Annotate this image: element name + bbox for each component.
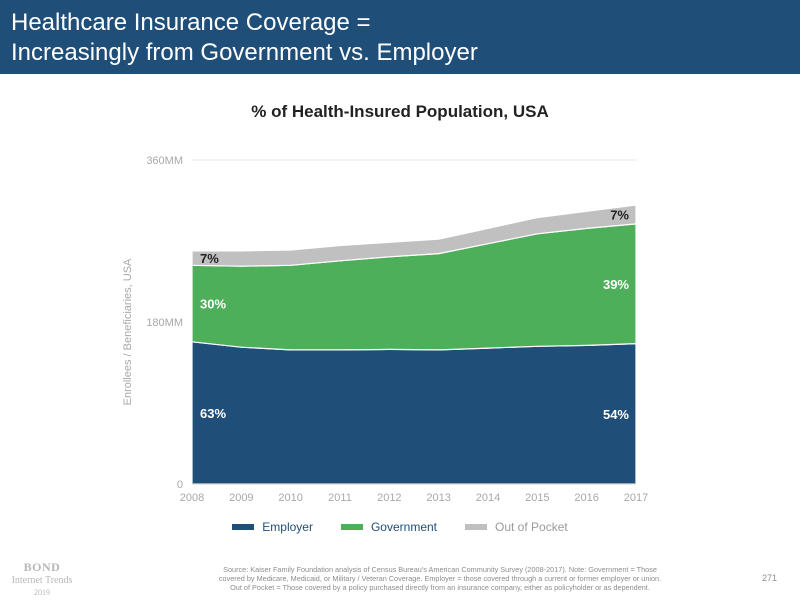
data-label-government-2008: 30% xyxy=(200,297,226,312)
source-line-2: covered by Medicare, Medicaid, or Milita… xyxy=(218,574,662,583)
y-tick-label-0: 0 xyxy=(177,479,183,491)
source-line-3: Out of Pocket = Those covered by a polic… xyxy=(230,583,650,592)
area-out-of-pocket xyxy=(191,204,637,267)
source-line-1: Source: Kaiser Family Foundation analysi… xyxy=(223,565,657,574)
data-label-employer-2008: 63% xyxy=(200,406,226,421)
slide-header: Healthcare Insurance Coverage = Increasi… xyxy=(0,0,800,74)
x-tick-label-2014: 2014 xyxy=(476,492,500,504)
x-tick-label-2011: 2011 xyxy=(328,492,352,504)
area-employer xyxy=(191,341,637,485)
legend-item-employer: Employer xyxy=(232,520,313,534)
legend-item-government: Government xyxy=(340,520,437,534)
logo-brand: BOND xyxy=(23,560,61,574)
data-label-employer-2017: 54% xyxy=(603,407,629,422)
data-label-out-of-pocket-2017: 7% xyxy=(610,207,629,222)
legend-label-government: Government xyxy=(370,520,437,534)
page-number: 271 xyxy=(762,573,778,583)
y-tick-label-180mm: 180MM xyxy=(146,317,183,329)
slide-title-line-1: Healthcare Insurance Coverage = xyxy=(11,9,371,36)
bond-logo: BOND Internet Trends 2019 xyxy=(0,560,84,598)
source-note: Source: Kaiser Family Foundation analysi… xyxy=(190,565,690,592)
y-tick-label-360mm: 360MM xyxy=(146,155,183,167)
x-tick-label-2012: 2012 xyxy=(377,492,401,504)
data-label-government-2017: 39% xyxy=(603,277,629,292)
x-tick-label-2016: 2016 xyxy=(574,492,598,504)
slide-title-line-2: Increasingly from Government vs. Employe… xyxy=(11,39,478,66)
x-tick-label-2015: 2015 xyxy=(525,492,549,504)
legend-swatch-government xyxy=(340,524,363,530)
x-tick-label-2008: 2008 xyxy=(180,492,204,504)
x-tick-label-2017: 2017 xyxy=(624,492,648,504)
legend-swatch-employer xyxy=(232,524,255,530)
slide-title: Healthcare Insurance Coverage = Increasi… xyxy=(11,8,478,68)
legend-swatch-out-of-pocket xyxy=(465,524,487,530)
x-tick-label-2009: 2009 xyxy=(229,492,253,504)
logo-subtitle: Internet Trends xyxy=(11,575,73,586)
x-tick-label-2013: 2013 xyxy=(426,492,450,504)
logo-year: 2019 xyxy=(34,588,50,597)
data-label-out-of-pocket-2008: 7% xyxy=(200,251,219,266)
y-axis-label: Enrollees / Beneficiaries, USA xyxy=(122,258,134,406)
chart-legend: Employer Government Out of Pocket xyxy=(0,520,800,534)
legend-item-out-of-pocket: Out of Pocket xyxy=(465,520,568,534)
legend-label-employer: Employer xyxy=(262,520,313,534)
chart-title: % of Health-Insured Population, USA xyxy=(251,102,549,121)
x-tick-label-2010: 2010 xyxy=(278,492,302,504)
legend-label-out-of-pocket: Out of Pocket xyxy=(495,520,568,534)
